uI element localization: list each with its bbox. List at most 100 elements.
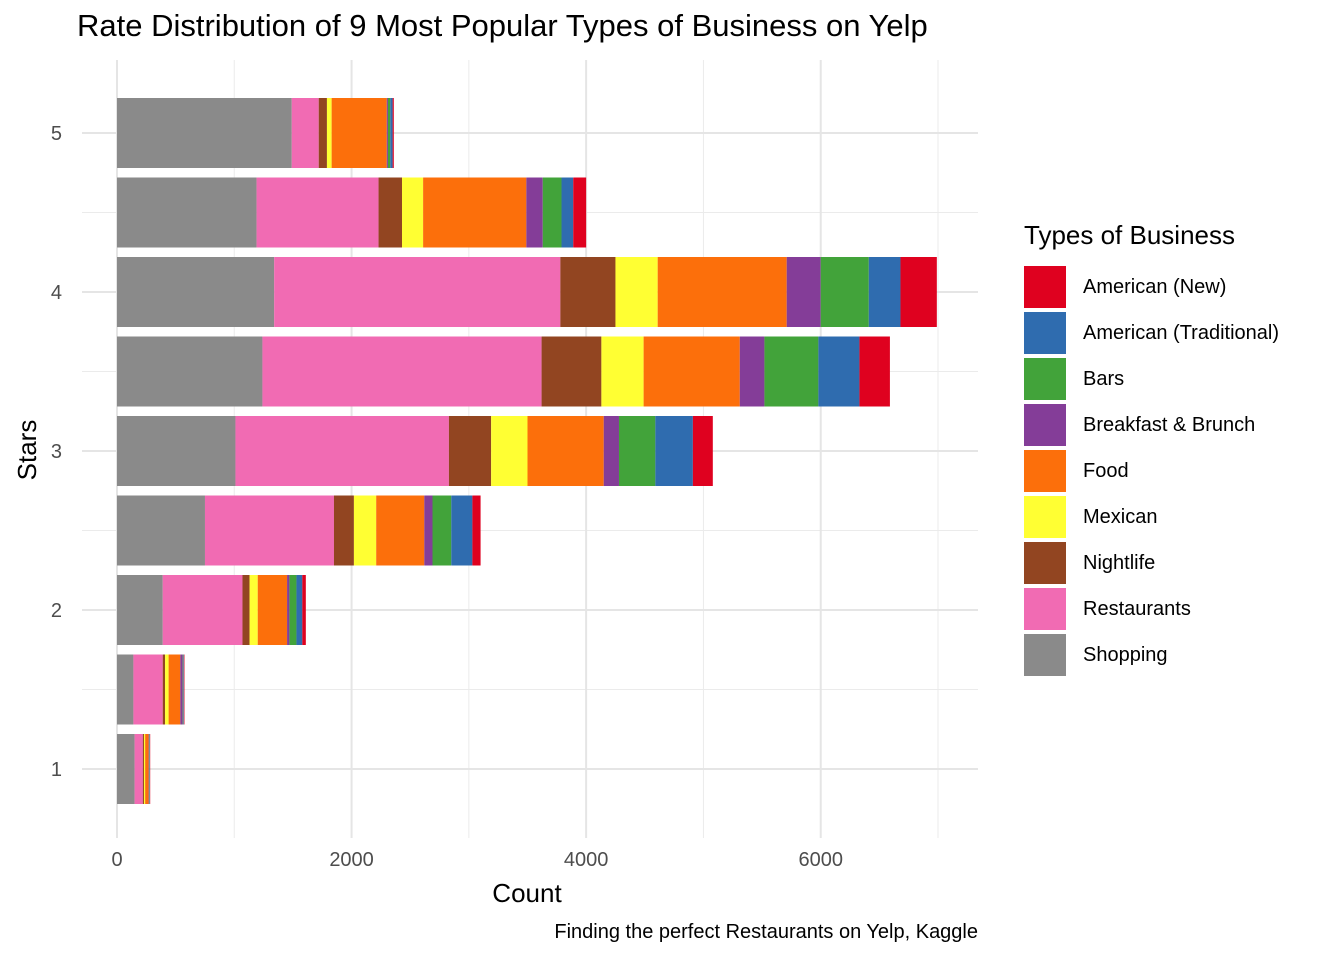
x-axis-title: Count — [492, 878, 562, 908]
legend-swatch — [1024, 312, 1066, 354]
bar-restaurants — [262, 336, 542, 407]
bar-bars — [820, 257, 869, 327]
legend-item-restaurants: Restaurants — [1024, 586, 1279, 632]
bar-restaurants — [274, 257, 561, 327]
bar-breakfast-brunch — [603, 416, 619, 486]
bar-american-new — [859, 336, 890, 407]
x-tick-label: 0 — [111, 849, 122, 871]
legend-item-shopping: Shopping — [1024, 632, 1279, 678]
legend-label: American (Traditional) — [1083, 321, 1279, 344]
legend-title: Types of Business — [1024, 220, 1235, 250]
bar-food — [657, 257, 787, 327]
bar-mexican — [491, 416, 528, 486]
bar-bars — [289, 575, 297, 645]
bar-shopping — [117, 575, 163, 645]
legend-swatch — [1024, 634, 1066, 676]
bar-shopping — [117, 416, 236, 486]
bar-breakfast-brunch — [386, 98, 388, 168]
bar-breakfast-brunch — [287, 575, 290, 645]
bar-restaurants — [133, 654, 163, 725]
bar-breakfast-brunch — [526, 177, 543, 248]
bar-mexican — [601, 336, 644, 407]
legend-label: Nightlife — [1083, 551, 1156, 574]
y-tick-label: 4 — [51, 282, 62, 304]
bar-nightlife — [448, 416, 492, 486]
bar-restaurants — [134, 734, 143, 804]
bar-american-traditional — [390, 98, 393, 168]
bar-bars — [542, 177, 562, 248]
bar-nightlife — [142, 734, 144, 804]
bar-food — [423, 177, 527, 248]
bar-breakfast-brunch — [148, 734, 150, 804]
bar-food — [527, 416, 604, 486]
bar-american-traditional — [561, 177, 574, 248]
legend-swatch — [1024, 450, 1066, 492]
chart-title: Rate Distribution of 9 Most Popular Type… — [77, 8, 928, 43]
bar-american-new — [302, 575, 306, 645]
bar-mexican — [249, 575, 258, 645]
x-tick-label: 2000 — [329, 849, 374, 871]
x-tick-label: 4000 — [564, 849, 609, 871]
bar-american-traditional — [868, 257, 901, 327]
legend-swatch — [1024, 404, 1066, 446]
bar-food — [331, 98, 387, 168]
bar-mexican — [615, 257, 658, 327]
bar-nightlife — [333, 495, 354, 566]
legend-item-american-new: American (New) — [1024, 264, 1279, 310]
bars — [117, 98, 937, 804]
y-tick-label: 3 — [51, 441, 62, 463]
axis-ticks: 0 2000 4000 6000 1 2 3 4 5 — [51, 123, 843, 871]
legend: Types of Business American (New) American… — [1024, 220, 1279, 678]
y-tick-label: 5 — [51, 123, 62, 145]
bar-mexican — [143, 734, 146, 804]
bar-american-traditional — [183, 654, 184, 725]
bar-restaurants — [291, 98, 319, 168]
legend-item-breakfast-brunch: Breakfast & Brunch — [1024, 402, 1279, 448]
y-tick-label: 1 — [51, 759, 62, 781]
bar-breakfast-brunch — [180, 654, 183, 725]
legend-label: Restaurants — [1083, 597, 1191, 620]
legend-item-bars: Bars — [1024, 356, 1279, 402]
bar-mexican — [402, 177, 424, 248]
bar-american-traditional — [296, 575, 303, 645]
bar-mexican — [353, 495, 377, 566]
bar-american-traditional — [655, 416, 693, 486]
bar-shopping — [117, 177, 257, 248]
bar-mexican — [326, 98, 332, 168]
bar-restaurants — [204, 495, 334, 566]
bar-restaurants — [235, 416, 449, 486]
bar-food — [257, 575, 288, 645]
bar-bars — [764, 336, 819, 407]
x-tick-label: 6000 — [798, 849, 843, 871]
bar-restaurants — [162, 575, 243, 645]
legend-swatch — [1024, 266, 1066, 308]
legend-items: American (New) American (Traditional) Bars… — [1024, 264, 1279, 678]
bar-nightlife — [560, 257, 616, 327]
bar-nightlife — [541, 336, 602, 407]
bar-bars — [387, 98, 391, 168]
legend-label: Breakfast & Brunch — [1083, 413, 1256, 436]
bar-shopping — [117, 654, 134, 725]
bar-nightlife — [162, 654, 166, 725]
legend-swatch — [1024, 496, 1066, 538]
bar-american-traditional — [451, 495, 473, 566]
bar-nightlife — [378, 177, 403, 248]
bar-american-new — [472, 495, 481, 566]
bar-american-new — [183, 654, 185, 725]
legend-item-american-traditional: American (Traditional) — [1024, 310, 1279, 356]
bar-nightlife — [242, 575, 250, 645]
bar-shopping — [117, 257, 275, 327]
legend-item-mexican: Mexican — [1024, 494, 1279, 540]
bar-nightlife — [318, 98, 327, 168]
bar-american-new — [900, 257, 937, 327]
bar-food — [145, 734, 149, 804]
bar-food — [376, 495, 425, 566]
bar-bars — [182, 654, 184, 725]
bar-shopping — [117, 98, 292, 168]
chart-caption: Finding the perfect Restaurants on Yelp,… — [554, 921, 978, 943]
bar-breakfast-brunch — [786, 257, 821, 327]
bar-breakfast-brunch — [424, 495, 433, 566]
legend-item-food: Food — [1024, 448, 1279, 494]
legend-swatch — [1024, 588, 1066, 630]
legend-label: Shopping — [1083, 643, 1168, 666]
